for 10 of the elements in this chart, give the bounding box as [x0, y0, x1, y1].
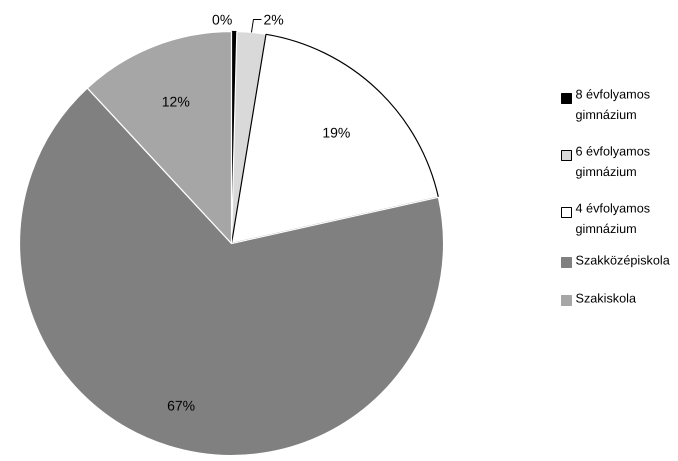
- data-label: 0%: [212, 12, 232, 28]
- data-label: 67%: [167, 397, 196, 414]
- legend-label: 8 évfolyamos gimnázium: [576, 88, 650, 122]
- legend-label: 4 évfolyamos gimnázium: [576, 202, 650, 236]
- legend-label: Szakközépiskola: [576, 254, 671, 268]
- legend-label: 6 évfolyamos gimnázium: [576, 144, 650, 179]
- data-label: 19%: [322, 124, 350, 141]
- legend-label: Szakiskola: [576, 292, 637, 306]
- data-label: 12%: [162, 93, 190, 110]
- data-label: 2%: [263, 11, 284, 28]
